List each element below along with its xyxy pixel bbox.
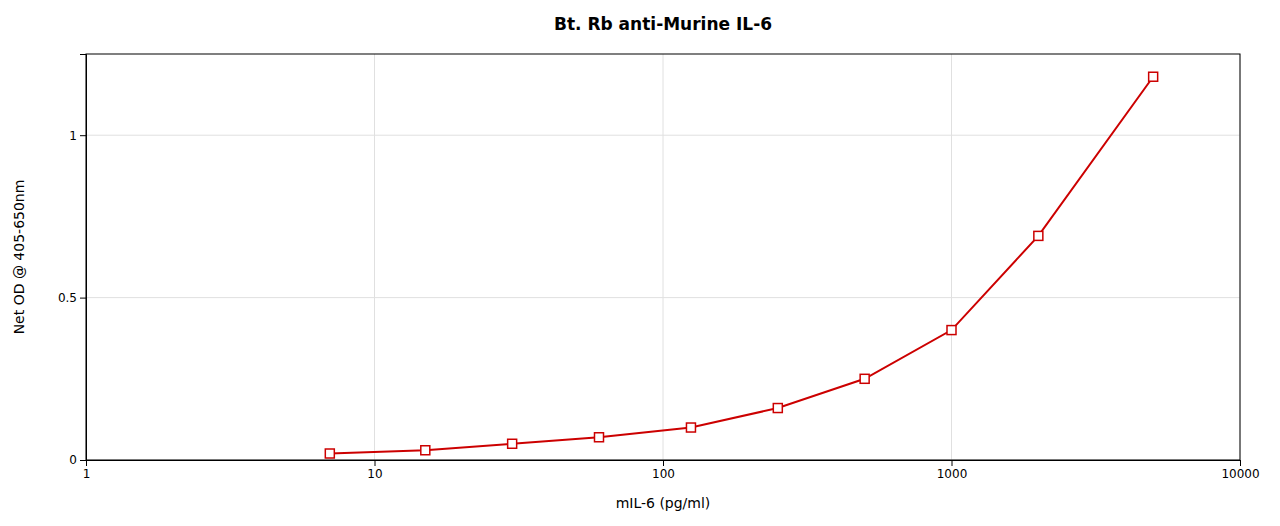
axis-line xyxy=(80,55,87,461)
y-axis-title: Net OD @ 405-650nm xyxy=(11,180,27,335)
tick-mark xyxy=(952,460,953,466)
tick-label: 0.5 xyxy=(58,291,77,305)
point xyxy=(686,423,695,432)
x-axis: 1 10 100 1000 10000 xyxy=(83,460,1260,481)
tick: 0 xyxy=(69,453,86,467)
grid-line xyxy=(951,54,952,460)
tick: 1 xyxy=(69,129,86,143)
grid-line xyxy=(663,54,664,460)
chart: 11010010001000000.51Bt. Rb anti-Murine I… xyxy=(0,0,1280,526)
tick-label: 1 xyxy=(69,129,77,143)
tick-label: 10 xyxy=(367,467,382,481)
point xyxy=(773,404,782,413)
grid-line xyxy=(86,297,1240,298)
tick-label: 1000 xyxy=(937,467,968,481)
plot-frame xyxy=(86,54,1240,460)
point xyxy=(421,446,430,455)
tick-label: 1 xyxy=(83,467,91,481)
y-axis: 00.51 xyxy=(58,55,87,468)
tick-label: 10000 xyxy=(1221,467,1259,481)
tick: 100 xyxy=(652,460,675,481)
point xyxy=(594,433,603,442)
tick: 10000 xyxy=(1221,460,1259,481)
tick-mark xyxy=(375,460,376,466)
tick-mark xyxy=(80,460,86,461)
tick-mark xyxy=(80,135,86,136)
title: Bt. Rb anti-Murine IL-6 xyxy=(554,14,772,34)
tick-mark xyxy=(1240,460,1241,466)
tick-mark xyxy=(663,460,664,466)
point xyxy=(1034,231,1043,240)
tick-label: 0 xyxy=(69,453,77,467)
point xyxy=(508,439,517,448)
point xyxy=(860,374,869,383)
grid xyxy=(86,54,1240,460)
grid-line xyxy=(86,135,1240,136)
point xyxy=(325,449,334,458)
marks xyxy=(325,72,1157,458)
tick-mark xyxy=(80,298,86,299)
point xyxy=(947,326,956,335)
x-axis-title: mIL-6 (pg/ml) xyxy=(616,495,711,511)
line xyxy=(330,77,1153,454)
tick: 1 xyxy=(83,460,91,481)
plot: 11010010001000000.51 xyxy=(58,54,1260,481)
tick: 0.5 xyxy=(58,291,86,305)
tick: 1000 xyxy=(937,460,968,481)
grid-line xyxy=(374,54,375,460)
tick-label: 100 xyxy=(652,467,675,481)
axis-line xyxy=(87,461,1241,467)
point xyxy=(1149,72,1158,81)
tick: 10 xyxy=(367,460,382,481)
